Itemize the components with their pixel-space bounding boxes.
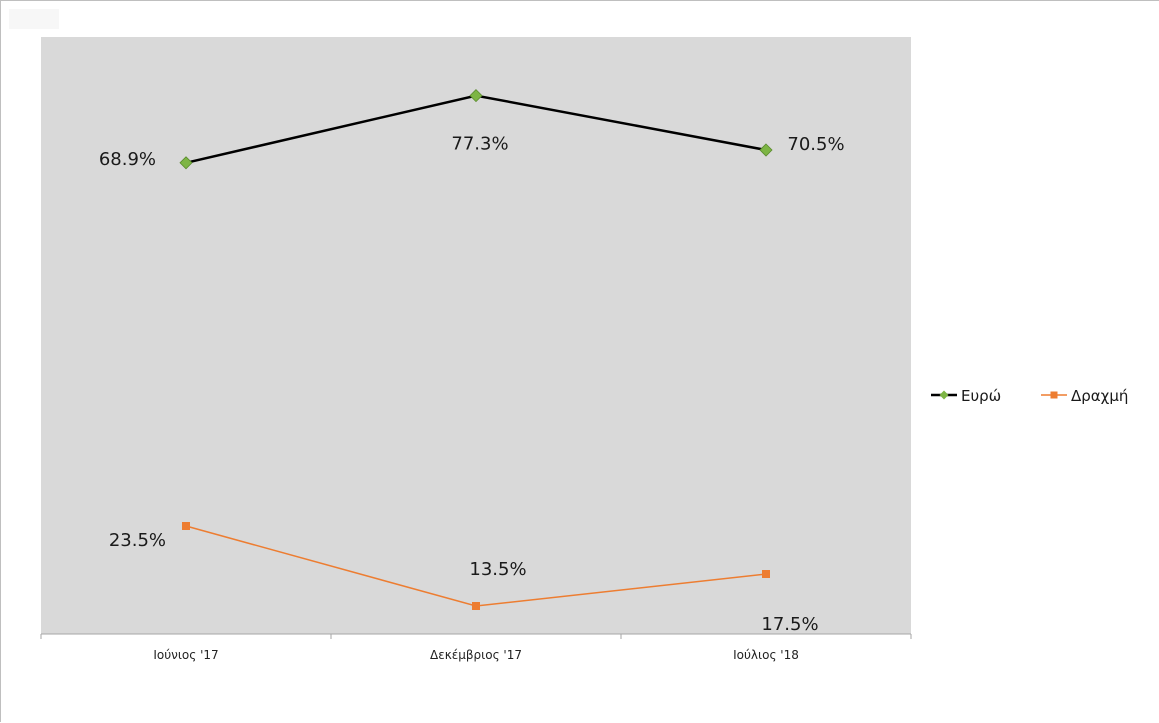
x-tick-label: Ιούλιος '18: [733, 648, 799, 662]
data-label: 68.9%: [99, 149, 156, 170]
data-label: 23.5%: [109, 530, 166, 551]
data-point-drachma: [182, 522, 190, 530]
legend-label: Δραχμή: [1071, 387, 1128, 405]
data-label: 17.5%: [761, 614, 818, 635]
corner-tab: [9, 9, 59, 29]
data-point-euro: [179, 156, 193, 170]
data-label: 13.5%: [469, 559, 526, 580]
data-label: 77.3%: [451, 134, 508, 155]
data-point-euro: [469, 89, 483, 103]
x-tick-label: Δεκέμβριος '17: [430, 648, 522, 662]
data-point-euro: [759, 143, 773, 157]
data-point-drachma: [472, 602, 480, 610]
legend-label: Ευρώ: [961, 387, 1001, 405]
data-label: 70.5%: [787, 134, 844, 155]
data-point-drachma: [762, 570, 770, 578]
plot-area: [41, 37, 911, 634]
legend-marker-diamond: [939, 390, 949, 400]
legend-marker-square: [1050, 391, 1058, 399]
x-tick-label: Ιούνιος '17: [153, 648, 218, 662]
